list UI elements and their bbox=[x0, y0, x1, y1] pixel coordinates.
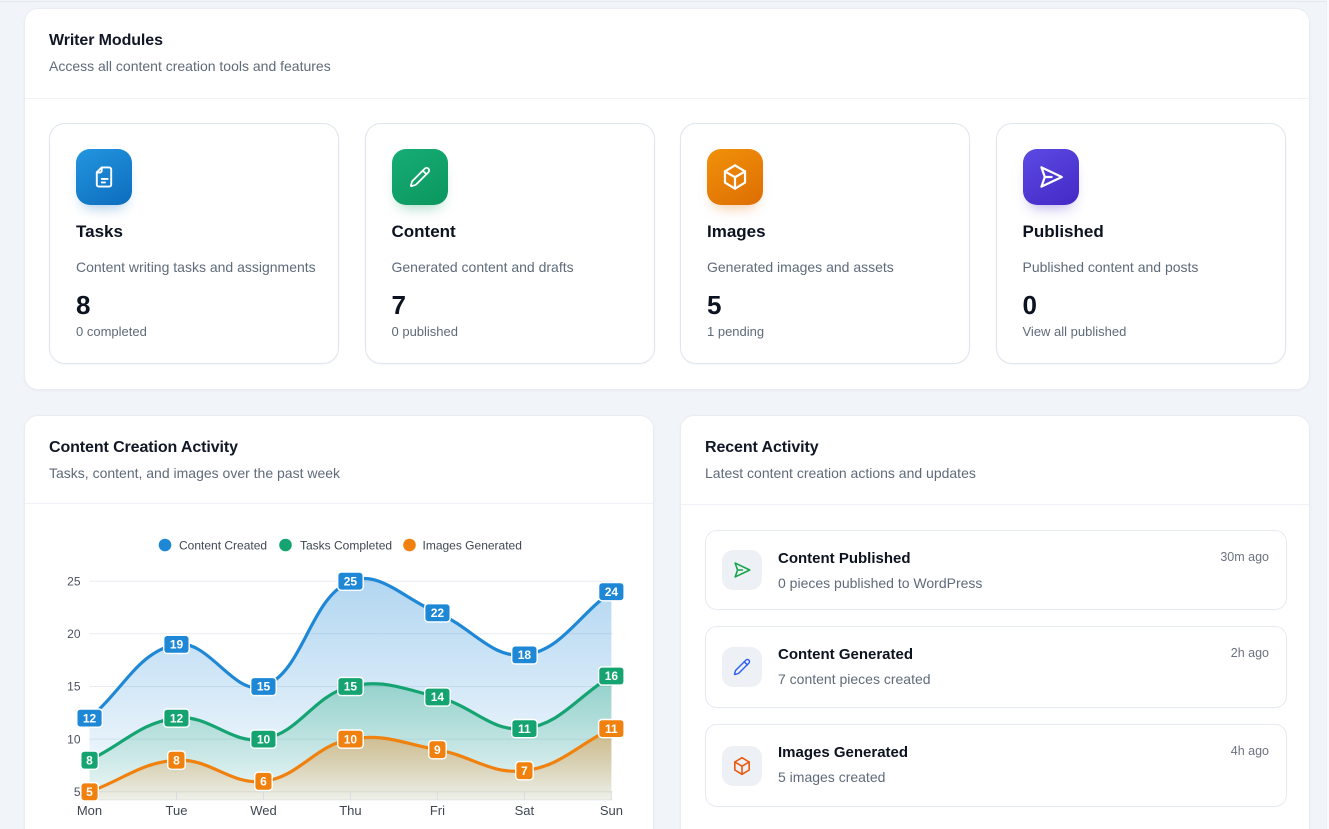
svg-text:15: 15 bbox=[67, 680, 81, 694]
svg-text:Sun: Sun bbox=[600, 803, 623, 818]
svg-text:Tasks Completed: Tasks Completed bbox=[300, 539, 392, 553]
svg-text:14: 14 bbox=[431, 690, 445, 704]
svg-text:Wed: Wed bbox=[250, 803, 277, 818]
svg-text:25: 25 bbox=[344, 574, 358, 588]
svg-text:Content Created: Content Created bbox=[179, 539, 267, 553]
svg-text:6: 6 bbox=[260, 775, 267, 789]
svg-text:12: 12 bbox=[83, 711, 97, 725]
svg-text:10: 10 bbox=[344, 732, 358, 746]
svg-text:Mon: Mon bbox=[77, 803, 102, 818]
svg-text:25: 25 bbox=[67, 574, 81, 588]
svg-text:Thu: Thu bbox=[339, 803, 361, 818]
svg-text:20: 20 bbox=[67, 627, 81, 641]
svg-text:5: 5 bbox=[74, 785, 81, 799]
svg-text:Tue: Tue bbox=[166, 803, 188, 818]
svg-text:11: 11 bbox=[605, 722, 618, 736]
svg-text:5: 5 bbox=[86, 785, 93, 799]
svg-text:9: 9 bbox=[434, 743, 441, 757]
svg-text:8: 8 bbox=[173, 753, 180, 767]
svg-text:12: 12 bbox=[170, 711, 184, 725]
svg-text:7: 7 bbox=[521, 764, 528, 778]
svg-text:18: 18 bbox=[518, 648, 532, 662]
svg-text:19: 19 bbox=[170, 638, 184, 652]
svg-text:15: 15 bbox=[257, 680, 271, 694]
svg-text:22: 22 bbox=[431, 606, 445, 620]
svg-text:Images Generated: Images Generated bbox=[423, 539, 522, 553]
svg-text:11: 11 bbox=[518, 722, 531, 736]
svg-text:24: 24 bbox=[605, 585, 619, 599]
svg-text:8: 8 bbox=[86, 753, 93, 767]
svg-text:15: 15 bbox=[344, 680, 358, 694]
svg-text:16: 16 bbox=[605, 669, 619, 683]
svg-text:Sat: Sat bbox=[515, 803, 535, 818]
svg-text:Fri: Fri bbox=[430, 803, 445, 818]
svg-text:10: 10 bbox=[67, 732, 81, 746]
svg-text:10: 10 bbox=[257, 732, 271, 746]
